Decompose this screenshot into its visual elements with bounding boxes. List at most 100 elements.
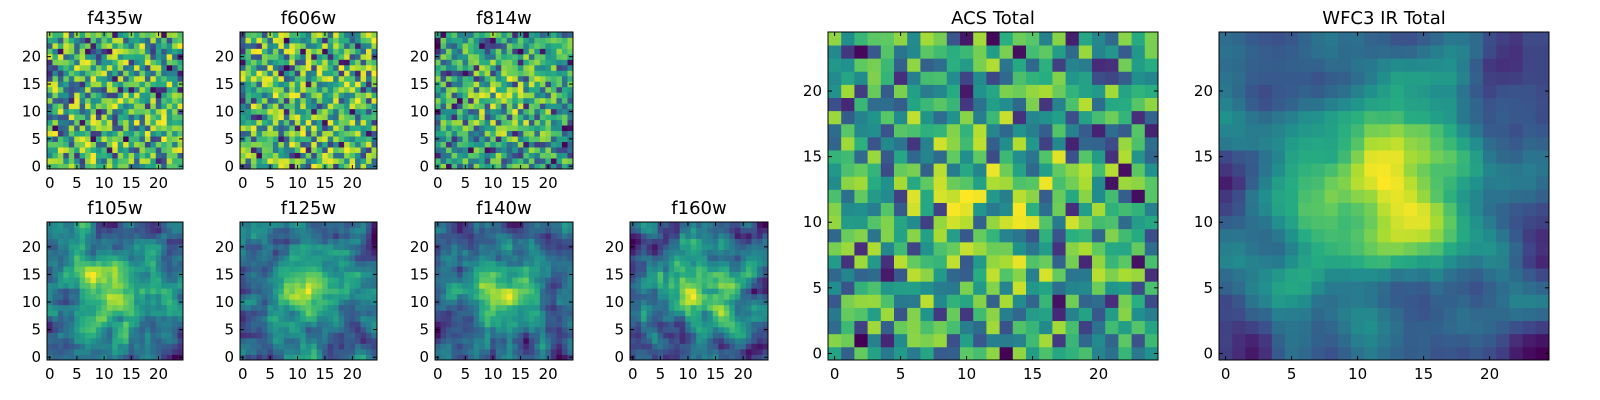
heatmap-cell <box>144 70 151 77</box>
heatmap-cell <box>723 293 730 300</box>
heatmap-cell <box>1039 189 1053 203</box>
heatmap-cell <box>150 260 157 267</box>
x-tick-label: 20 <box>734 365 753 383</box>
heatmap-cell <box>501 304 508 311</box>
heatmap-cell <box>155 81 162 88</box>
heatmap-cell <box>920 241 934 256</box>
heatmap-cell <box>652 288 658 295</box>
heatmap-cell <box>90 119 97 126</box>
heatmap-cell <box>289 348 296 355</box>
heatmap-cell <box>451 233 458 239</box>
heatmap-cell <box>79 277 86 284</box>
heatmap-cell <box>740 326 747 333</box>
heatmap-cell <box>867 176 882 190</box>
heatmap-cell <box>150 42 157 49</box>
heatmap-cell <box>567 86 574 93</box>
heatmap-cell <box>47 233 53 239</box>
heatmap-cell <box>150 293 157 300</box>
heatmap-cell <box>85 32 91 38</box>
heatmap-cell <box>327 125 334 132</box>
heatmap-cell <box>166 332 173 339</box>
heatmap-cell <box>457 70 463 77</box>
heatmap-cell <box>166 277 173 284</box>
heatmap-cell <box>462 59 469 66</box>
heatmap-cell <box>272 37 279 44</box>
heatmap-cell <box>734 337 741 344</box>
heatmap-cell <box>668 249 675 256</box>
heatmap-cell <box>294 227 301 234</box>
heatmap-cell <box>630 233 636 239</box>
heatmap-cell <box>473 119 480 126</box>
heatmap-cell <box>740 244 747 250</box>
heatmap-cell <box>451 75 458 82</box>
heatmap-cell <box>245 293 252 300</box>
heatmap-cell <box>440 249 447 256</box>
heatmap-cell <box>267 260 274 267</box>
heatmap-cell <box>327 266 334 273</box>
heatmap-cell <box>371 125 378 132</box>
heatmap-cell <box>707 249 714 256</box>
heatmap-cell <box>446 271 452 278</box>
heatmap-cell <box>1078 268 1093 282</box>
heatmap-cell <box>250 277 257 284</box>
heatmap-cell <box>501 158 508 164</box>
x-tick-label: 10 <box>483 365 502 383</box>
heatmap-cell <box>245 299 252 306</box>
heatmap-cell <box>172 141 178 148</box>
heatmap-cell <box>90 348 97 355</box>
heatmap-cell <box>512 299 519 306</box>
heatmap-cell <box>641 348 647 355</box>
heatmap-cell <box>305 260 312 267</box>
heatmap-cell <box>550 332 557 339</box>
heatmap-cell <box>468 249 475 256</box>
heatmap-cell <box>468 42 475 49</box>
heatmap-cell <box>52 282 59 289</box>
heatmap-cell <box>663 337 670 344</box>
heatmap-cell <box>338 293 345 300</box>
heatmap-cell <box>349 238 356 245</box>
heatmap-cell <box>745 266 752 273</box>
heatmap-cell <box>479 152 486 159</box>
heatmap-cell <box>250 260 257 267</box>
heatmap-cell <box>440 271 447 278</box>
heatmap-cell <box>999 189 1014 203</box>
heatmap-cell <box>457 119 463 126</box>
heatmap-cell <box>946 307 961 322</box>
heatmap-cell <box>57 147 64 153</box>
heatmap-cell <box>250 32 257 38</box>
heatmap-cell <box>79 108 86 115</box>
heatmap-cell <box>457 266 463 273</box>
heatmap-cell <box>355 86 361 93</box>
heatmap-cell <box>841 163 855 177</box>
heatmap-cell <box>668 304 675 311</box>
heatmap-cell <box>250 86 257 93</box>
heatmap-cell <box>52 238 59 245</box>
heatmap-cell <box>74 119 81 126</box>
heatmap-cell <box>177 255 184 262</box>
heatmap-cell <box>528 299 535 306</box>
heatmap-cell <box>52 233 59 239</box>
heatmap-cell <box>366 75 372 82</box>
heatmap-cell <box>501 86 508 93</box>
heatmap-cell <box>240 238 246 245</box>
heatmap-cell <box>360 136 367 142</box>
heatmap-cell <box>550 348 557 355</box>
heatmap-cell <box>95 332 102 339</box>
heatmap-cell <box>327 59 334 66</box>
heatmap-cell <box>95 343 102 350</box>
heatmap-cell <box>95 326 102 333</box>
heatmap-cell <box>68 147 75 153</box>
heatmap-cell <box>112 92 119 99</box>
heatmap-cell <box>283 337 290 344</box>
heatmap-cell <box>707 315 714 322</box>
heatmap-cell <box>999 255 1014 269</box>
heatmap-cell <box>95 354 102 361</box>
heatmap-cell <box>338 343 345 350</box>
heatmap-cell <box>523 348 530 355</box>
heatmap-cell <box>322 260 329 267</box>
heatmap-cell <box>479 97 486 104</box>
heatmap-cell <box>556 288 563 295</box>
heatmap-cell <box>517 255 524 262</box>
heatmap-cell <box>344 130 350 137</box>
heatmap-cell <box>95 75 102 82</box>
